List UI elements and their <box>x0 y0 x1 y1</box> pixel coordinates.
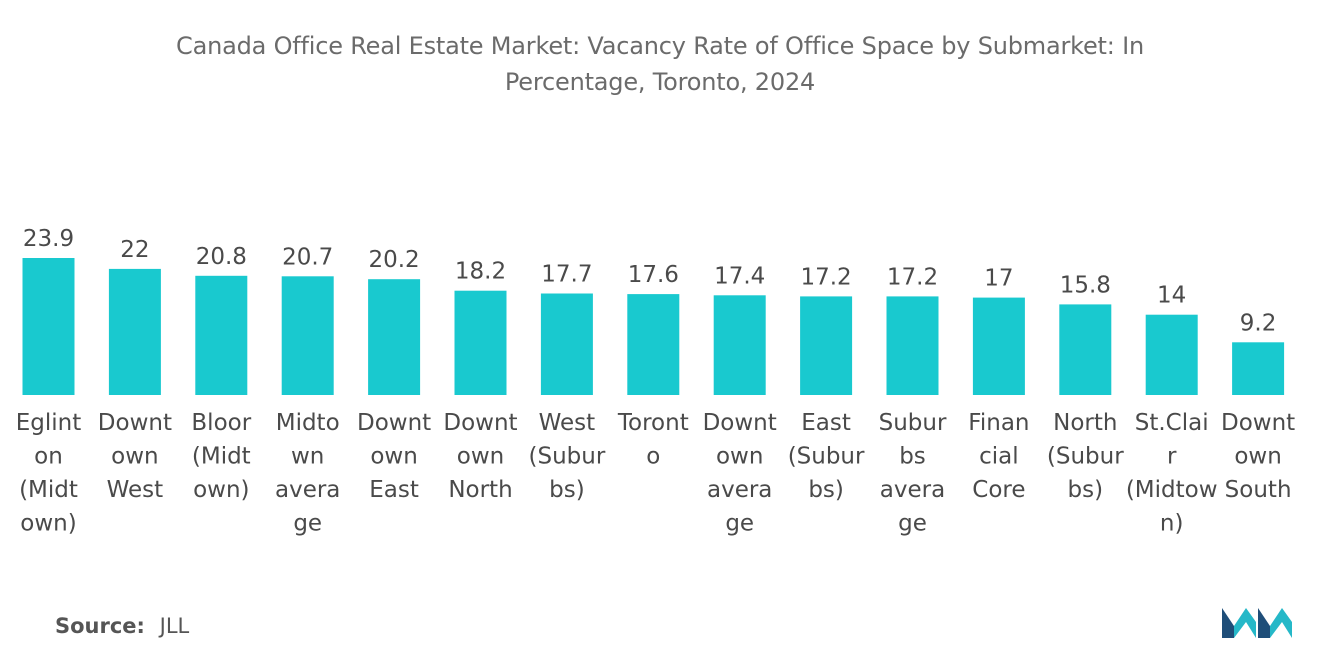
category-label: Downt own North <box>443 410 517 503</box>
data-label: 20.2 <box>368 247 419 273</box>
data-label: 17.4 <box>714 263 765 289</box>
bar <box>627 294 680 395</box>
value-labels-group: 23.9 22 20.8 20.7 20.2 18.2 17.7 17.6 17.4 17.2 17… <box>23 226 1276 336</box>
data-label: 20.7 <box>282 244 333 270</box>
bar <box>22 258 75 395</box>
data-label: 23.9 <box>23 226 74 252</box>
bar <box>886 296 939 395</box>
mordor-intelligence-logo-icon <box>1222 608 1292 638</box>
data-label: 17.2 <box>887 264 938 290</box>
bar <box>713 295 766 395</box>
source-label: Source: <box>55 614 145 638</box>
category-label: West (Subur bs) <box>529 410 606 503</box>
data-label: 9.2 <box>1240 310 1277 336</box>
bar <box>1059 304 1112 395</box>
category-label: Downt own South <box>1221 410 1295 503</box>
source-value: JLL <box>159 614 190 638</box>
data-label: 18.2 <box>455 259 506 285</box>
data-label: 20.8 <box>196 244 247 270</box>
data-label: 15.8 <box>1060 272 1111 298</box>
bar <box>540 293 593 395</box>
category-label: East (Subur bs) <box>788 410 865 503</box>
category-label: Eglint on (Midt own) <box>16 410 82 537</box>
chart-title-line-2: Percentage, Toronto, 2024 <box>504 68 816 96</box>
bar <box>281 276 334 395</box>
category-label: Subur bs avera ge <box>879 410 947 537</box>
bar-chart: 23.9 22 20.8 20.7 20.2 18.2 17.7 17.6 17.4 17.2 17… <box>16 226 1295 537</box>
category-label: Bloor (Midt own) <box>191 410 251 503</box>
category-label: Downt own avera ge <box>703 410 777 537</box>
chart-title-line-1: Canada Office Real Estate Market: Vacanc… <box>176 32 1144 60</box>
data-label: 22 <box>120 237 149 263</box>
category-label: North (Subur bs) <box>1047 410 1124 503</box>
category-label: St.Clai r (Midtow n) <box>1126 410 1218 537</box>
bar <box>368 279 421 395</box>
data-label: 17.6 <box>628 262 679 288</box>
bar <box>108 268 161 395</box>
bar <box>972 297 1025 395</box>
data-label: 17.2 <box>800 264 851 290</box>
bar <box>195 275 248 395</box>
category-label: Midto wn avera ge <box>275 410 340 537</box>
bar <box>800 296 853 395</box>
category-labels-group: Eglint on (Midt own)Downt own West Bloor (Midt o… <box>16 410 1295 537</box>
category-label: Downt own East <box>357 410 431 503</box>
bars-group <box>22 258 1285 395</box>
bar <box>1145 314 1198 395</box>
category-label: Finan cial Core <box>968 410 1029 503</box>
bar <box>1232 342 1285 395</box>
data-label: 14 <box>1157 283 1186 309</box>
data-label: 17.7 <box>541 262 592 288</box>
data-label: 17 <box>984 266 1013 292</box>
chart-title: Canada Office Real Estate Market: Vacanc… <box>0 28 1320 100</box>
category-label: Downt own West <box>98 410 172 503</box>
source-note: Source: JLL <box>55 614 189 638</box>
category-label: Toront o <box>617 410 689 470</box>
bar <box>454 290 507 395</box>
